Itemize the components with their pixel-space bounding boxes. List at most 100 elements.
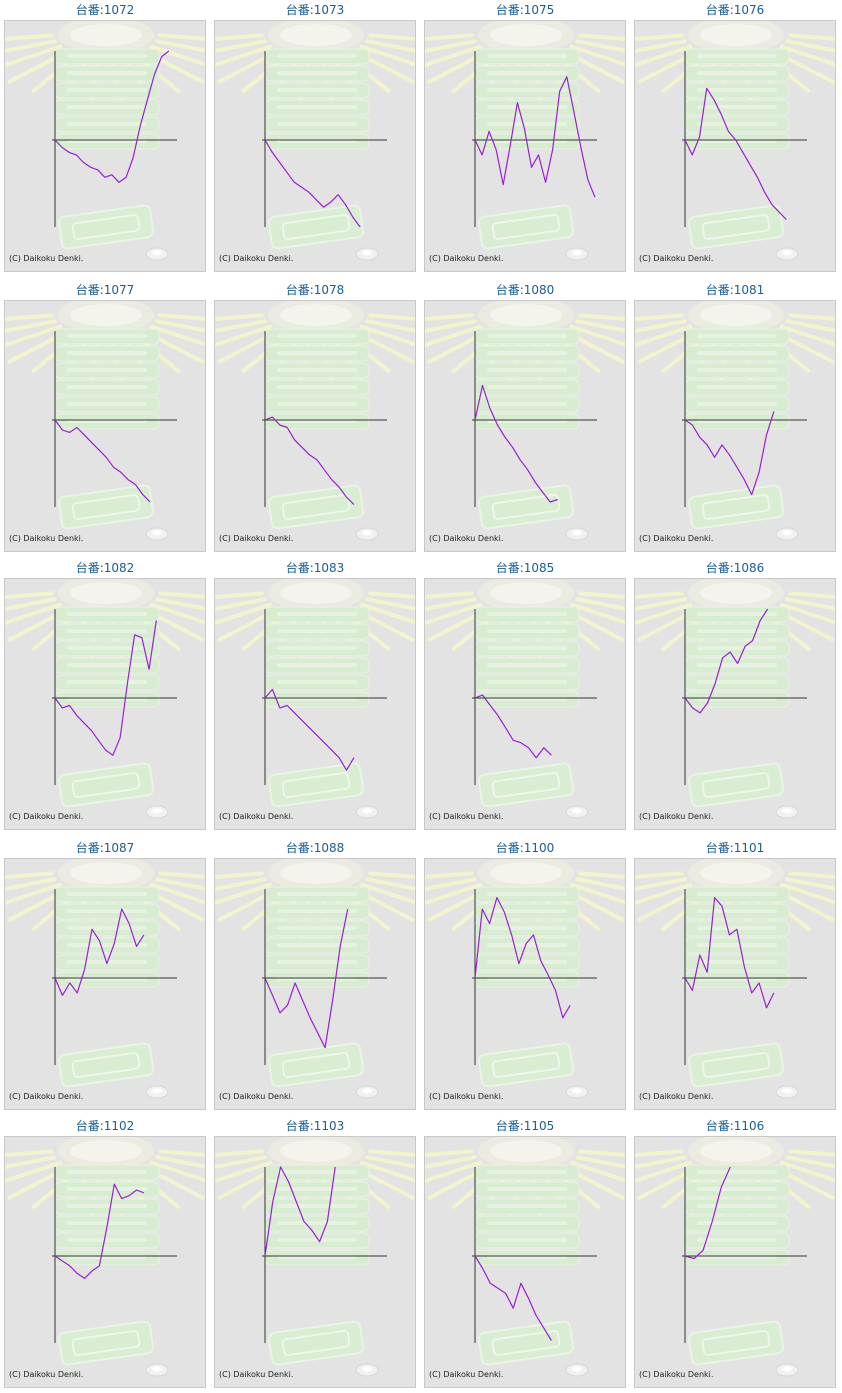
machine-graph: 台番:1106 (C) Daikoku Denki. xyxy=(632,1116,838,1392)
graph-svg xyxy=(5,21,205,261)
machine-graph: 台番:1102 (C) Daikoku Denki. xyxy=(2,1116,208,1392)
background-artwork xyxy=(635,1137,835,1377)
graph-panel: (C) Daikoku Denki. xyxy=(4,858,206,1110)
copyright-text: (C) Daikoku Denki. xyxy=(9,254,84,263)
machine-graph: 台番:1103 (C) Daikoku Denki. xyxy=(212,1116,418,1392)
machine-number-label[interactable]: 台番:1105 xyxy=(495,1119,555,1133)
payout-line xyxy=(474,76,596,198)
machine-number-label[interactable]: 台番:1083 xyxy=(285,561,345,575)
graph-panel: (C) Daikoku Denki. xyxy=(634,858,836,1110)
graph-svg xyxy=(215,21,415,261)
graph-panel: (C) Daikoku Denki. xyxy=(214,578,416,830)
background-artwork xyxy=(215,1137,415,1377)
machine-graph: 台番:1075 (C) Daikoku Denki. xyxy=(422,0,628,276)
graph-panel: (C) Daikoku Denki. xyxy=(4,20,206,272)
background-artwork xyxy=(425,1137,625,1377)
copyright-text: (C) Daikoku Denki. xyxy=(9,812,84,821)
machine-graph: 台番:1077 (C) Daikoku Denki. xyxy=(2,280,208,556)
graph-svg xyxy=(635,301,835,541)
graph-svg xyxy=(215,859,415,1099)
graph-panel: (C) Daikoku Denki. xyxy=(634,1136,836,1388)
machine-number-label[interactable]: 台番:1077 xyxy=(75,283,135,297)
payout-line xyxy=(264,908,349,1049)
machine-graph: 台番:1087 (C) Daikoku Denki. xyxy=(2,838,208,1114)
graph-panel: (C) Daikoku Denki. xyxy=(424,858,626,1110)
machine-number-label[interactable]: 台番:1081 xyxy=(705,283,765,297)
machine-number-label[interactable]: 台番:1072 xyxy=(75,3,135,17)
machine-graph: 台番:1080 (C) Daikoku Denki. xyxy=(422,280,628,556)
background-artwork xyxy=(425,859,625,1099)
graph-svg xyxy=(635,1137,835,1377)
machine-number-label[interactable]: 台番:1085 xyxy=(495,561,555,575)
graph-svg xyxy=(425,1137,625,1377)
background-artwork xyxy=(215,301,415,541)
graph-panel: (C) Daikoku Denki. xyxy=(424,578,626,830)
machine-number-label[interactable]: 台番:1082 xyxy=(75,561,135,575)
machine-graph: 台番:1085 (C) Daikoku Denki. xyxy=(422,558,628,834)
machine-number-label[interactable]: 台番:1100 xyxy=(495,841,555,855)
machine-graph: 台番:1101 (C) Daikoku Denki. xyxy=(632,838,838,1114)
copyright-text: (C) Daikoku Denki. xyxy=(9,534,84,543)
graph-svg xyxy=(5,301,205,541)
background-artwork xyxy=(215,579,415,819)
graph-svg xyxy=(635,21,835,261)
background-artwork xyxy=(425,21,625,261)
payout-line xyxy=(54,50,170,183)
machine-number-label[interactable]: 台番:1075 xyxy=(495,3,555,17)
graph-panel: (C) Daikoku Denki. xyxy=(424,300,626,552)
payout-line xyxy=(684,87,787,220)
machine-number-label[interactable]: 台番:1103 xyxy=(285,1119,345,1133)
graph-panel: (C) Daikoku Denki. xyxy=(424,1136,626,1388)
payout-line xyxy=(474,1255,552,1341)
background-artwork xyxy=(5,859,205,1099)
copyright-text: (C) Daikoku Denki. xyxy=(219,812,294,821)
copyright-text: (C) Daikoku Denki. xyxy=(429,812,504,821)
machine-graph: 台番:1081 (C) Daikoku Denki. xyxy=(632,280,838,556)
payout-line xyxy=(474,896,571,1019)
copyright-text: (C) Daikoku Denki. xyxy=(429,1370,504,1379)
machine-number-label[interactable]: 台番:1073 xyxy=(285,3,345,17)
background-artwork xyxy=(215,21,415,261)
machine-number-label[interactable]: 台番:1076 xyxy=(705,3,765,17)
machine-number-label[interactable]: 台番:1102 xyxy=(75,1119,135,1133)
payout-line xyxy=(264,1166,336,1257)
payout-line xyxy=(54,1183,145,1279)
machine-number-label[interactable]: 台番:1101 xyxy=(705,841,765,855)
copyright-text: (C) Daikoku Denki. xyxy=(9,1092,84,1101)
graph-panel: (C) Daikoku Denki. xyxy=(4,1136,206,1388)
machine-number-label[interactable]: 台番:1080 xyxy=(495,283,555,297)
copyright-text: (C) Daikoku Denki. xyxy=(639,254,714,263)
graph-svg xyxy=(5,859,205,1099)
graph-panel: (C) Daikoku Denki. xyxy=(4,300,206,552)
copyright-text: (C) Daikoku Denki. xyxy=(219,534,294,543)
machine-number-label[interactable]: 台番:1088 xyxy=(285,841,345,855)
graph-svg xyxy=(425,859,625,1099)
copyright-text: (C) Daikoku Denki. xyxy=(429,1092,504,1101)
graph-svg xyxy=(5,1137,205,1377)
machine-number-label[interactable]: 台番:1106 xyxy=(705,1119,765,1133)
machine-graph: 台番:1083 (C) Daikoku Denki. xyxy=(212,558,418,834)
background-artwork xyxy=(5,579,205,819)
graph-panel: (C) Daikoku Denki. xyxy=(214,1136,416,1388)
graph-panel: (C) Daikoku Denki. xyxy=(634,300,836,552)
payout-line xyxy=(264,416,355,505)
machine-graph: 台番:1105 (C) Daikoku Denki. xyxy=(422,1116,628,1392)
background-artwork xyxy=(635,579,835,819)
machine-graph: 台番:1072 (C) Daikoku Denki. xyxy=(2,0,208,276)
machine-graph: 台番:1100 (C) Daikoku Denki. xyxy=(422,838,628,1114)
machine-number-label[interactable]: 台番:1087 xyxy=(75,841,135,855)
graph-svg xyxy=(215,579,415,819)
graph-svg xyxy=(215,1137,415,1377)
background-artwork xyxy=(425,301,625,541)
graph-panel: (C) Daikoku Denki. xyxy=(214,858,416,1110)
copyright-text: (C) Daikoku Denki. xyxy=(219,1370,294,1379)
copyright-text: (C) Daikoku Denki. xyxy=(639,534,714,543)
graph-panel: (C) Daikoku Denki. xyxy=(214,300,416,552)
copyright-text: (C) Daikoku Denki. xyxy=(639,1370,714,1379)
graph-panel: (C) Daikoku Denki. xyxy=(634,20,836,272)
payout-line xyxy=(684,896,775,1009)
machine-number-label[interactable]: 台番:1086 xyxy=(705,561,765,575)
payout-line xyxy=(684,411,775,496)
machine-number-label[interactable]: 台番:1078 xyxy=(285,283,345,297)
